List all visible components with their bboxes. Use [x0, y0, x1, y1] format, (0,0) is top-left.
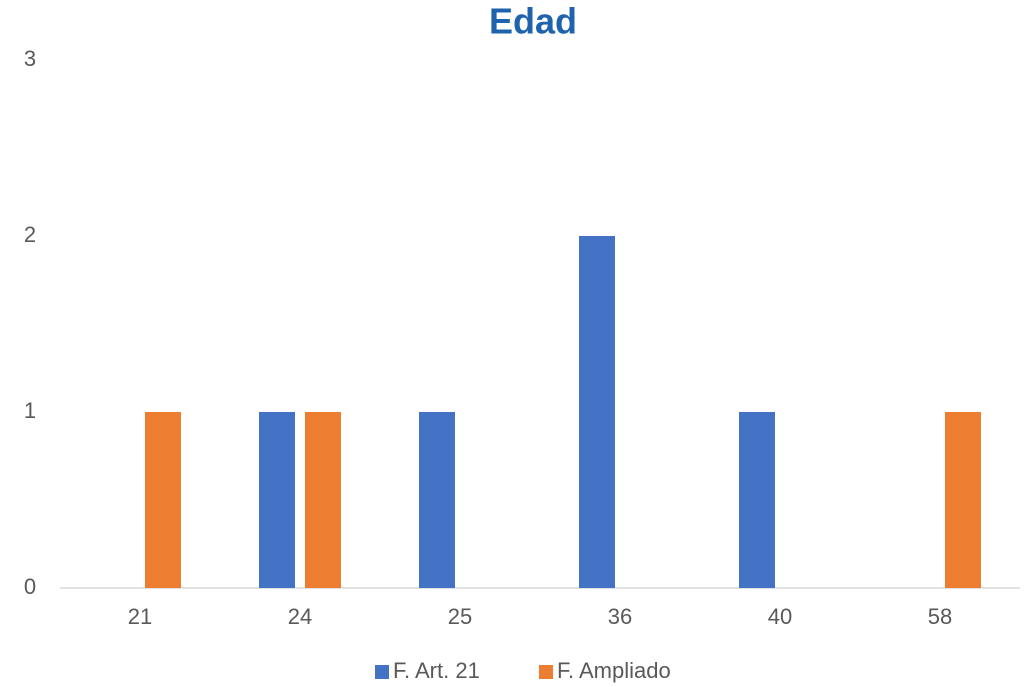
- chart-title: Edad: [489, 1, 577, 42]
- y-tick-label: 0: [24, 574, 36, 599]
- x-tick-label: 36: [608, 604, 632, 629]
- bar: [579, 236, 615, 588]
- legend-swatch: [539, 665, 553, 679]
- bar: [419, 412, 455, 588]
- legend-label: F. Ampliado: [557, 658, 671, 683]
- y-tick-label: 1: [24, 398, 36, 423]
- legend-swatch: [375, 665, 389, 679]
- x-tick-label: 40: [768, 604, 792, 629]
- bar: [945, 412, 981, 588]
- x-tick-label: 58: [928, 604, 952, 629]
- bar: [739, 412, 775, 588]
- bar: [305, 412, 341, 588]
- legend-label: F. Art. 21: [393, 658, 480, 683]
- x-tick-label: 21: [128, 604, 152, 629]
- y-tick-label: 2: [24, 222, 36, 247]
- y-tick-label: 3: [24, 46, 36, 71]
- x-tick-label: 25: [448, 604, 472, 629]
- x-tick-label: 24: [288, 604, 312, 629]
- bar: [145, 412, 181, 588]
- bar: [259, 412, 295, 588]
